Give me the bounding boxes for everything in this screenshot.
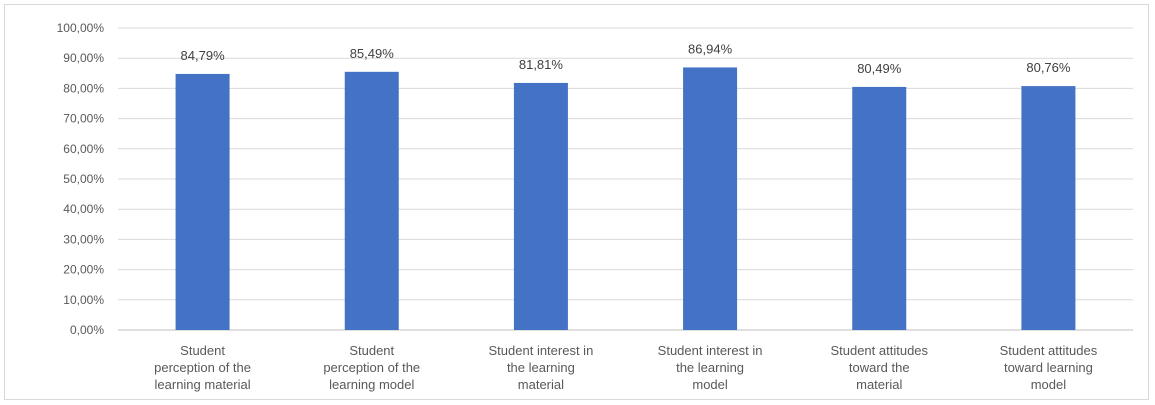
y-tick-label: 20,00% bbox=[63, 263, 104, 277]
category-label: model bbox=[692, 377, 728, 392]
category-label: toward learning bbox=[1004, 360, 1093, 375]
data-label: 80,76% bbox=[1026, 60, 1071, 75]
y-tick-label: 100,00% bbox=[57, 21, 105, 35]
y-tick-label: 40,00% bbox=[63, 202, 104, 216]
category-label: Student attitudes bbox=[830, 343, 928, 358]
data-label: 84,79% bbox=[181, 48, 226, 63]
category-label: perception of the bbox=[323, 360, 420, 375]
bar bbox=[344, 71, 399, 331]
data-label: 85,49% bbox=[350, 46, 395, 61]
category-label: Student bbox=[349, 343, 394, 358]
category-label: toward the bbox=[849, 360, 910, 375]
category-label: Student attitudes bbox=[1000, 343, 1098, 358]
y-tick-label: 90,00% bbox=[63, 51, 104, 65]
category-label: learning material bbox=[155, 377, 251, 392]
y-tick-label: 80,00% bbox=[63, 81, 104, 95]
category-label: learning model bbox=[329, 377, 414, 392]
category-label: model bbox=[1031, 377, 1067, 392]
bar bbox=[175, 73, 230, 330]
y-tick-label: 70,00% bbox=[63, 112, 104, 126]
y-tick-label: 0,00% bbox=[70, 323, 104, 337]
category-label: perception of the bbox=[154, 360, 251, 375]
y-tick-label: 60,00% bbox=[63, 142, 104, 156]
y-tick-label: 10,00% bbox=[63, 293, 104, 307]
category-label: Student bbox=[180, 343, 225, 358]
bar bbox=[852, 86, 907, 330]
bar bbox=[683, 67, 738, 331]
data-label: 86,94% bbox=[688, 41, 733, 56]
y-tick-label: 50,00% bbox=[63, 172, 104, 186]
y-tick-label: 30,00% bbox=[63, 232, 104, 246]
data-label: 81,81% bbox=[519, 57, 564, 72]
category-label: the learning bbox=[507, 360, 575, 375]
category-label: Student interest in bbox=[658, 343, 763, 358]
category-label: the learning bbox=[676, 360, 744, 375]
category-label: Student interest in bbox=[489, 343, 594, 358]
category-label: material bbox=[518, 377, 564, 392]
category-label: material bbox=[856, 377, 902, 392]
data-label: 80,49% bbox=[857, 61, 902, 76]
bar bbox=[513, 82, 568, 330]
bar bbox=[1021, 86, 1076, 330]
